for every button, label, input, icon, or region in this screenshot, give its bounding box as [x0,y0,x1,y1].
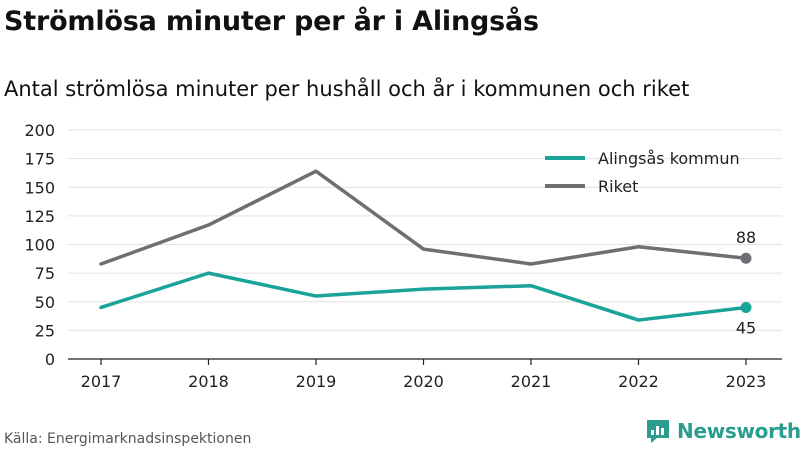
newsworthy-logo: Newsworthy [645,418,800,444]
x-tick-label: 2018 [188,372,229,391]
end-label-alingsas: 45 [736,318,756,337]
x-tick-label: 2020 [403,372,444,391]
x-tick-label: 2023 [726,372,767,391]
y-tick-label: 125 [24,207,55,226]
end-point-riket [740,252,752,264]
newsworthy-icon [647,420,669,443]
legend-label-riket: Riket [598,177,638,196]
y-tick-label: 75 [35,264,55,283]
y-tick-label: 100 [24,236,55,255]
legend-label-alingsas: Alingsås kommun [598,149,740,168]
y-tick-label: 25 [35,321,55,340]
y-tick-label: 50 [35,293,55,312]
x-tick-label: 2021 [511,372,552,391]
source-note: Källa: Energimarknadsinspektionen [4,431,252,447]
chart-title: Strömlösa minuter per år i Alingsås [4,6,539,37]
brand-name: Newsworthy [677,419,800,443]
series-line-riket [99,169,748,266]
y-tick-label: 150 [24,178,55,197]
x-tick-label: 2022 [618,372,659,391]
chart-subtitle: Antal strömlösa minuter per hushåll och … [4,77,690,101]
series-line-alingsas [99,271,748,322]
y-tick-label: 200 [24,121,55,140]
end-label-riket: 88 [736,228,756,247]
y-tick-label: 0 [45,350,55,369]
x-tick-label: 2019 [296,372,337,391]
y-tick-label: 175 [24,150,55,169]
end-point-alingsas [740,301,752,313]
x-tick-label: 2017 [81,372,122,391]
